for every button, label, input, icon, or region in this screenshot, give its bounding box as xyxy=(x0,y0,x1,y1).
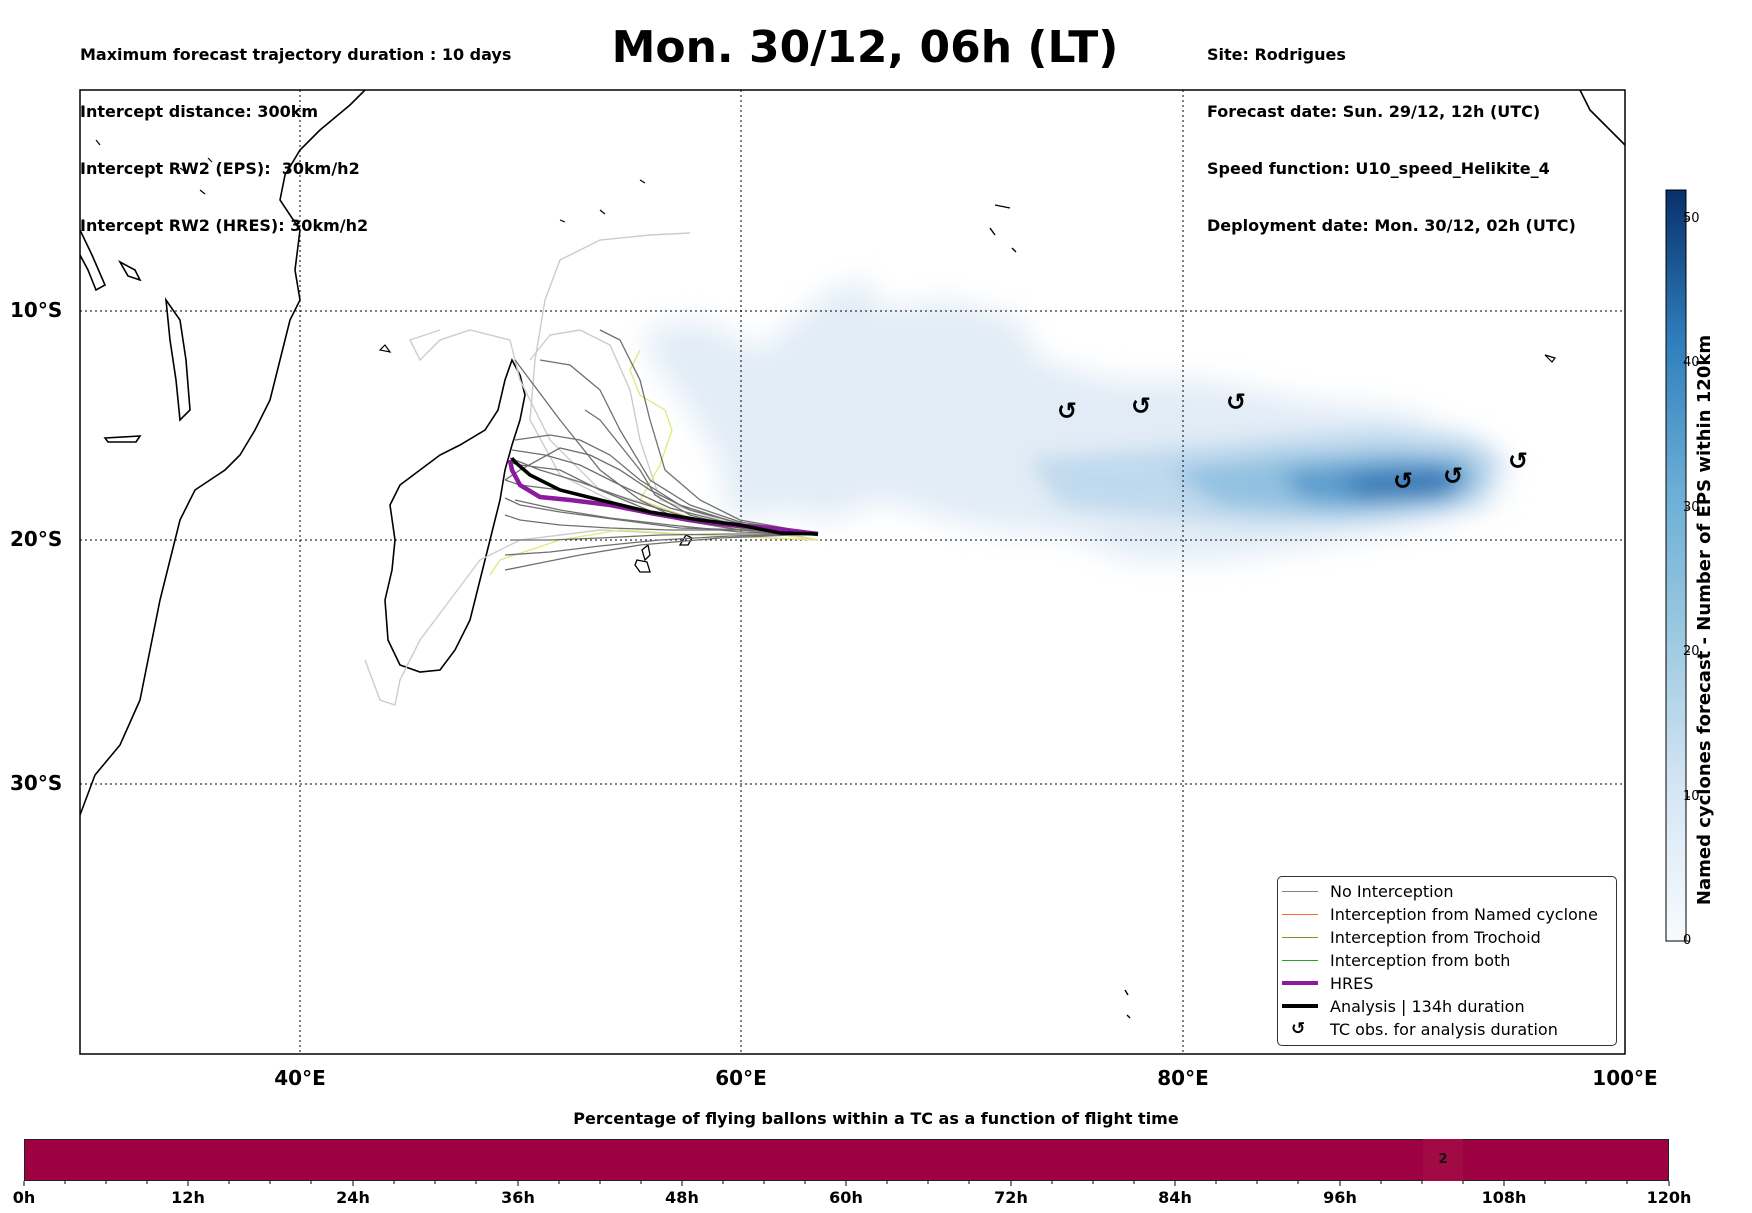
legend-label: Interception from both xyxy=(1330,951,1511,970)
map-title: Mon. 30/12, 06h (LT) xyxy=(611,22,1119,73)
header-info-right: Site: Rodrigues Forecast date: Sun. 29/1… xyxy=(1207,7,1576,254)
header-right-line: Site: Rodrigues xyxy=(1207,45,1346,64)
header-info-left: Maximum forecast trajectory duration : 1… xyxy=(80,7,511,254)
legend-swatch xyxy=(1282,1004,1318,1008)
colorbar-tick: 0 xyxy=(1683,933,1692,948)
time-label: 24h xyxy=(336,1188,370,1207)
time-label: 120h xyxy=(1646,1188,1692,1207)
colorbar-tick: 50 xyxy=(1683,211,1700,226)
lon-label-100e: 100°E xyxy=(1592,1066,1658,1090)
map-frame xyxy=(79,89,1626,1055)
lat-label-10s: 10°S xyxy=(10,298,63,322)
bottom-bar-title: Percentage of flying ballons within a TC… xyxy=(573,1109,1179,1128)
lon-label-40e: 40°E xyxy=(274,1066,326,1090)
flight-time-cell-value: 2 xyxy=(1423,1139,1463,1181)
colorbar-tick: 40 xyxy=(1683,355,1700,370)
trajectory-analysis xyxy=(510,456,819,536)
time-label: 12h xyxy=(171,1188,205,1207)
legend-label: No Interception xyxy=(1330,882,1454,901)
legend-item-hres: HRES xyxy=(1278,972,1616,995)
coastline xyxy=(80,90,1625,1019)
legend-label: TC obs. for analysis duration xyxy=(1330,1020,1558,1039)
legend-label: Analysis | 134h duration xyxy=(1330,997,1525,1016)
time-axis-ticks xyxy=(23,1181,1670,1186)
header-right-line: Deployment date: Mon. 30/12, 02h (UTC) xyxy=(1207,216,1576,235)
colorbar-tick: 10 xyxy=(1683,789,1700,804)
legend-item-named-cyclone: Interception from Named cyclone xyxy=(1278,903,1616,926)
colorbar-gradient xyxy=(1665,189,1687,942)
legend-item-trochoid: Interception from Trochoid xyxy=(1278,926,1616,949)
header-right-line: Speed function: U10_speed_Helikite_4 xyxy=(1207,159,1550,178)
time-label: 48h xyxy=(665,1188,699,1207)
time-label: 72h xyxy=(994,1188,1028,1207)
lon-label-80e: 80°E xyxy=(1157,1066,1209,1090)
time-label: 0h xyxy=(12,1188,36,1207)
tc-obs-glyph: ↺ xyxy=(1443,462,1463,490)
cyclone-density-field xyxy=(640,280,1510,560)
legend-label: Interception from Named cyclone xyxy=(1330,905,1598,924)
legend-item-no-interception: No Interception xyxy=(1278,880,1616,903)
time-label: 96h xyxy=(1323,1188,1357,1207)
time-label: 36h xyxy=(501,1188,535,1207)
gridlines xyxy=(80,90,1625,1054)
header-left-line: Intercept RW2 (EPS): 30km/h2 xyxy=(80,159,360,178)
tc-obs-glyph: ↺ xyxy=(1131,392,1151,420)
legend-swatch xyxy=(1282,960,1318,961)
lat-label-30s: 30°S xyxy=(10,771,63,795)
header-left-line: Intercept RW2 (HRES): 30km/h2 xyxy=(80,216,369,235)
legend-swatch xyxy=(1282,981,1318,985)
header-right-line: Forecast date: Sun. 29/12, 12h (UTC) xyxy=(1207,102,1541,121)
tc-obs-glyph: ↺ xyxy=(1393,467,1413,495)
colorbar-label: Named cyclones forecast - Number of EPS … xyxy=(1694,334,1715,906)
time-label: 108h xyxy=(1481,1188,1527,1207)
legend-item-tc-obs: ↺ TC obs. for analysis duration xyxy=(1278,1018,1616,1041)
time-label: 84h xyxy=(1158,1188,1192,1207)
lon-label-60e: 60°E xyxy=(715,1066,767,1090)
tc-obs-glyph: ↺ xyxy=(1226,388,1246,416)
map-legend: No Interception Interception from Named … xyxy=(1277,876,1617,1046)
legend-item-both: Interception from both xyxy=(1278,949,1616,972)
colorbar-tick: 30 xyxy=(1683,500,1700,515)
legend-swatch xyxy=(1282,937,1318,938)
header-left-line: Maximum forecast trajectory duration : 1… xyxy=(80,45,512,64)
tc-obs-glyph: ↺ xyxy=(1057,397,1077,425)
legend-label: HRES xyxy=(1330,974,1374,993)
colorbar xyxy=(1665,189,1690,942)
tc-obs-icon: ↺ xyxy=(1291,1019,1306,1039)
legend-label: Interception from Trochoid xyxy=(1330,928,1541,947)
flight-time-bar xyxy=(24,1139,1669,1181)
legend-swatch xyxy=(1282,891,1318,892)
legend-item-analysis: Analysis | 134h duration xyxy=(1278,995,1616,1018)
colorbar-tick: 20 xyxy=(1683,644,1700,659)
tc-observation-markers: ↺ ↺ ↺ ↺ ↺ ↺ xyxy=(1057,388,1528,495)
time-label: 60h xyxy=(829,1188,863,1207)
header-left-line: Intercept distance: 300km xyxy=(80,102,319,121)
tc-obs-glyph: ↺ xyxy=(1508,447,1528,475)
legend-swatch xyxy=(1282,914,1318,915)
lat-label-20s: 20°S xyxy=(10,527,63,551)
